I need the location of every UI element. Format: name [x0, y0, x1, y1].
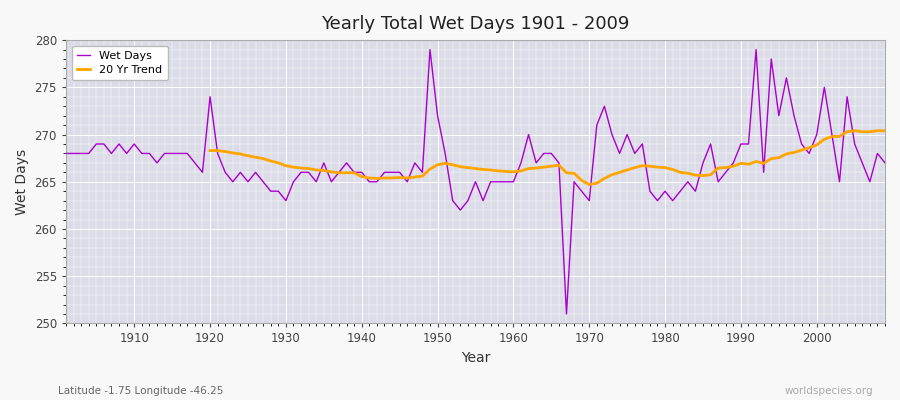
20 Yr Trend: [864, 129, 875, 134]
Line: Wet Days: Wet Days: [66, 50, 885, 314]
Title: Yearly Total Wet Days 1901 - 2009: Yearly Total Wet Days 1901 - 2009: [321, 15, 630, 33]
Line: 20 Yr Trend: 20 Yr Trend: [210, 131, 885, 184]
20 Yr Trend: [584, 182, 595, 187]
20 Yr Trend: [773, 155, 784, 160]
20 Yr Trend: [296, 166, 307, 170]
Wet Days: [879, 160, 890, 165]
Wet Days: [122, 151, 132, 156]
20 Yr Trend: [850, 128, 860, 133]
Legend: Wet Days, 20 Yr Trend: Wet Days, 20 Yr Trend: [71, 46, 168, 80]
20 Yr Trend: [788, 150, 799, 155]
Wet Days: [60, 151, 71, 156]
Text: Latitude -1.75 Longitude -46.25: Latitude -1.75 Longitude -46.25: [58, 386, 224, 396]
20 Yr Trend: [879, 128, 890, 133]
Wet Days: [614, 151, 625, 156]
20 Yr Trend: [204, 148, 215, 153]
X-axis label: Year: Year: [461, 351, 491, 365]
Wet Days: [508, 179, 518, 184]
20 Yr Trend: [410, 175, 420, 180]
Text: worldspecies.org: worldspecies.org: [785, 386, 873, 396]
Wet Days: [334, 170, 345, 175]
Y-axis label: Wet Days: Wet Days: [15, 149, 29, 215]
20 Yr Trend: [682, 171, 693, 176]
Wet Days: [516, 160, 526, 165]
Wet Days: [288, 179, 299, 184]
Wet Days: [425, 47, 436, 52]
Wet Days: [561, 312, 572, 316]
